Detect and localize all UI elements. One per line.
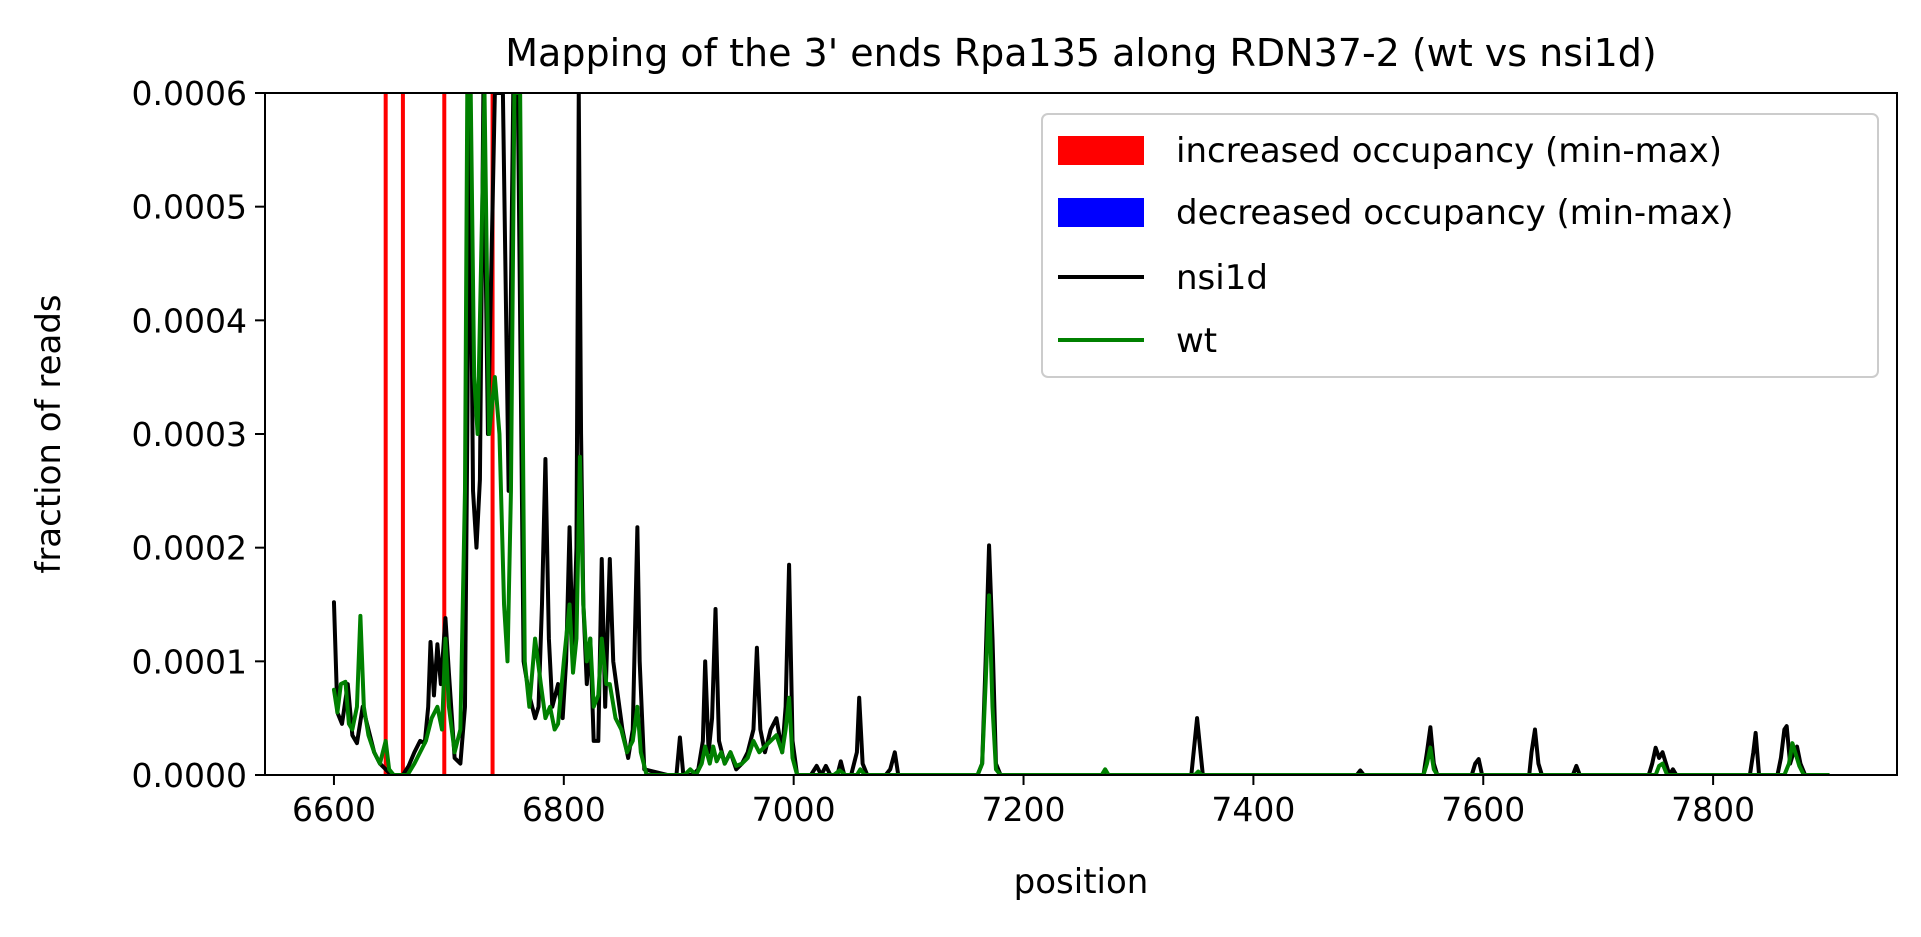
x-tick-label: 7000 [752, 790, 836, 829]
x-tick-label: 7400 [1211, 790, 1295, 829]
x-tick-label: 6600 [292, 790, 376, 829]
legend-swatch-1 [1058, 198, 1144, 227]
x-tick-label: 7200 [982, 790, 1066, 829]
x-axis-label: position [1014, 862, 1149, 902]
y-tick-label: 0.0002 [132, 529, 247, 568]
y-tick-label: 0.0000 [132, 756, 247, 795]
legend-label: wt [1176, 321, 1217, 361]
x-tick-label: 6800 [522, 790, 606, 829]
y-tick-label: 0.0003 [132, 415, 247, 454]
x-tick-label: 7600 [1441, 790, 1525, 829]
y-tick-label: 0.0001 [132, 642, 247, 681]
legend-label: increased occupancy (min-max) [1176, 131, 1722, 171]
y-tick-label: 0.0004 [132, 301, 247, 340]
x-tick-label: 7800 [1671, 790, 1755, 829]
x-axis: 6600 6800 7000 7200 7400 7600 7800 [292, 775, 1755, 829]
legend-label: nsi1d [1176, 258, 1268, 298]
chart-title: Mapping of the 3' ends Rpa135 along RDN3… [505, 31, 1657, 75]
legend-entries: increased occupancy (min-max) decreased o… [1058, 131, 1734, 361]
y-tick-label: 0.0006 [132, 74, 247, 113]
legend-frame [1041, 113, 1879, 378]
series-lines [331, 93, 1831, 775]
series-line-wt [331, 93, 1831, 775]
legend-label: decreased occupancy (min-max) [1176, 193, 1734, 233]
legend-swatch-0 [1058, 136, 1144, 165]
plot-area [331, 93, 1831, 775]
y-axis: 0.0000 0.0001 0.0002 0.0003 0.0004 0.0005 0.00… [132, 74, 265, 795]
y-tick-label: 0.0005 [132, 188, 247, 227]
y-axis-label: fraction of reads [29, 294, 69, 573]
legend: increased occupancy (min-max) decreased o… [1041, 113, 1879, 378]
